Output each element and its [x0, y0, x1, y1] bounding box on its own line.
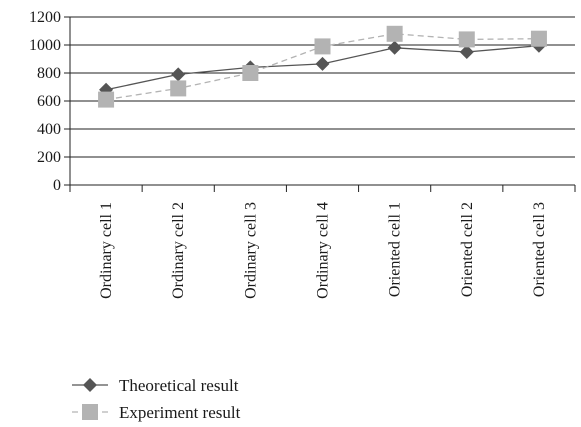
- y-tick-label: 0: [53, 177, 61, 194]
- legend-label: Experiment result: [119, 403, 241, 422]
- y-tick-label: 400: [37, 121, 61, 138]
- data-point: [242, 65, 259, 81]
- x-tick-label: Oriented cell 3: [531, 202, 548, 297]
- legend: Theoretical result Experiment result: [72, 376, 241, 422]
- x-tick-label: Ordinary cell 3: [242, 202, 259, 299]
- legend-label: Theoretical result: [119, 376, 239, 395]
- x-tick-label: Oriented cell 2: [459, 202, 476, 297]
- legend-marker: [82, 404, 98, 420]
- data-point: [530, 30, 547, 47]
- y-tick-label: 1000: [29, 37, 61, 54]
- x-tick-label: Ordinary cell 4: [315, 202, 332, 299]
- x-tick-label: Ordinary cell 2: [170, 202, 187, 299]
- data-point: [386, 25, 403, 42]
- y-tick-label: 800: [37, 65, 61, 82]
- y-tick-label: 1200: [29, 9, 61, 26]
- data-point: [314, 38, 331, 55]
- data-point: [315, 56, 330, 71]
- data-point: [459, 45, 474, 59]
- gridlines: [70, 16, 575, 158]
- data-point: [170, 80, 187, 97]
- data-point: [98, 91, 115, 108]
- y-tick-label: 200: [37, 149, 61, 166]
- series-layer: [98, 25, 547, 108]
- data-point: [387, 40, 402, 55]
- data-point: [458, 31, 475, 48]
- axes: 0 200 400 600 800 1000 1200 Ordinary cell 1 Ordi…: [29, 9, 576, 299]
- legend-marker: [83, 378, 97, 392]
- x-tick-label: Ordinary cell 1: [98, 202, 115, 299]
- data-point: [171, 67, 186, 82]
- y-tick-label: 600: [37, 93, 61, 110]
- x-tick-label: Oriented cell 1: [387, 202, 404, 297]
